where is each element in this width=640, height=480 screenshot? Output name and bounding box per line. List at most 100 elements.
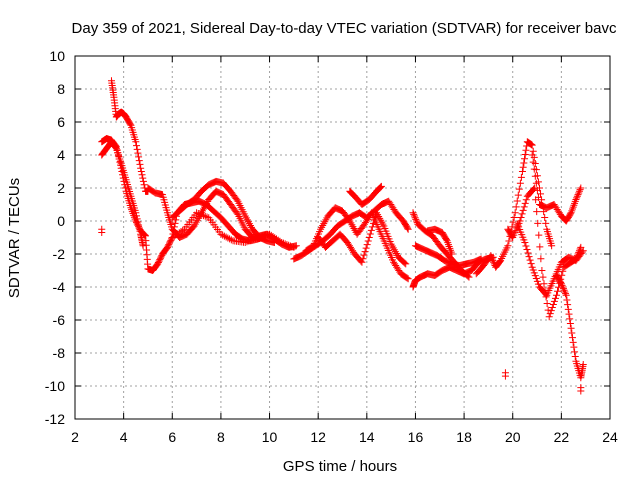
data-point bbox=[252, 234, 260, 242]
data-point bbox=[370, 216, 378, 224]
data-point bbox=[281, 240, 289, 248]
data-point bbox=[245, 237, 253, 245]
data-point bbox=[132, 212, 140, 220]
data-point bbox=[542, 219, 550, 227]
data-point bbox=[520, 159, 528, 167]
data-point bbox=[200, 212, 208, 220]
data-point bbox=[557, 280, 565, 288]
data-point bbox=[549, 300, 557, 308]
data-point bbox=[560, 286, 568, 294]
data-point bbox=[465, 273, 473, 281]
data-point bbox=[288, 243, 296, 251]
data-point bbox=[571, 353, 579, 361]
data-point bbox=[278, 238, 286, 246]
data-point bbox=[559, 285, 567, 293]
data-point bbox=[532, 179, 540, 187]
data-point bbox=[569, 338, 577, 346]
data-point bbox=[362, 244, 370, 252]
data-point bbox=[578, 248, 586, 256]
data-point bbox=[359, 255, 367, 263]
data-point bbox=[504, 242, 512, 250]
data-point bbox=[524, 249, 532, 257]
data-point bbox=[573, 192, 581, 200]
data-point bbox=[139, 242, 147, 250]
data-point bbox=[132, 209, 140, 217]
data-point bbox=[227, 236, 235, 244]
data-point bbox=[489, 257, 497, 265]
data-point bbox=[530, 165, 538, 173]
data-point bbox=[361, 248, 369, 256]
data-point bbox=[517, 213, 525, 221]
y-tick-label: 10 bbox=[49, 48, 65, 64]
data-point bbox=[508, 223, 516, 231]
x-tick-label: 22 bbox=[554, 429, 570, 445]
data-point bbox=[562, 291, 570, 299]
data-point bbox=[464, 272, 472, 280]
data-point bbox=[522, 242, 530, 250]
data-point bbox=[538, 267, 546, 274]
data-point bbox=[545, 313, 553, 321]
y-tick-label: 4 bbox=[57, 147, 65, 163]
data-point bbox=[241, 238, 249, 246]
x-tick-label: 10 bbox=[262, 429, 278, 445]
data-point bbox=[573, 194, 581, 202]
data-point bbox=[286, 242, 294, 250]
data-point bbox=[511, 209, 519, 217]
data-point bbox=[198, 211, 206, 219]
data-point bbox=[535, 231, 543, 239]
data-point bbox=[365, 234, 373, 241]
data-point bbox=[404, 275, 412, 283]
data-point bbox=[403, 274, 411, 282]
data-point bbox=[246, 236, 254, 244]
data-point bbox=[477, 255, 485, 263]
y-tick-label: -12 bbox=[45, 411, 65, 427]
data-point bbox=[572, 196, 580, 204]
data-point bbox=[565, 310, 573, 318]
data-point bbox=[134, 218, 142, 226]
data-point bbox=[410, 210, 418, 218]
data-point bbox=[517, 173, 525, 181]
data-point bbox=[135, 157, 143, 165]
data-point bbox=[401, 259, 409, 267]
data-point bbox=[409, 209, 417, 217]
data-point bbox=[548, 242, 556, 250]
data-point bbox=[136, 160, 144, 168]
data-point bbox=[541, 213, 549, 221]
data-point bbox=[525, 253, 533, 261]
y-tick-label: -2 bbox=[53, 246, 66, 262]
data-point bbox=[171, 219, 179, 227]
data-point bbox=[513, 197, 521, 205]
data-point bbox=[179, 226, 187, 234]
chart-title: Day 359 of 2021, Sidereal Day-to-day VTE… bbox=[72, 20, 617, 37]
data-point bbox=[377, 183, 385, 191]
data-point bbox=[193, 209, 201, 217]
data-point bbox=[360, 251, 368, 259]
data-point bbox=[568, 334, 576, 342]
data-point bbox=[496, 258, 504, 266]
data-point bbox=[521, 151, 529, 159]
data-point bbox=[546, 310, 554, 318]
data-point bbox=[534, 193, 542, 201]
data-point bbox=[402, 260, 410, 268]
data-point bbox=[562, 290, 570, 298]
x-tick-label: 24 bbox=[602, 429, 618, 445]
data-point bbox=[518, 168, 526, 175]
data-point bbox=[248, 236, 256, 244]
data-point bbox=[559, 283, 567, 291]
data-point bbox=[561, 288, 569, 296]
y-tick-label: -4 bbox=[53, 279, 66, 295]
data-point bbox=[564, 305, 572, 313]
data-point bbox=[529, 158, 537, 166]
data-point bbox=[376, 184, 384, 192]
data-point bbox=[522, 196, 530, 204]
data-point bbox=[567, 324, 575, 332]
x-tick-label: 20 bbox=[505, 429, 521, 445]
x-axis-label: GPS time / hours bbox=[283, 458, 397, 475]
data-point bbox=[564, 301, 572, 309]
data-point bbox=[368, 223, 376, 231]
data-point bbox=[137, 168, 145, 175]
y-tick-label: 2 bbox=[57, 180, 65, 196]
data-point bbox=[410, 212, 418, 220]
data-point bbox=[528, 151, 536, 159]
